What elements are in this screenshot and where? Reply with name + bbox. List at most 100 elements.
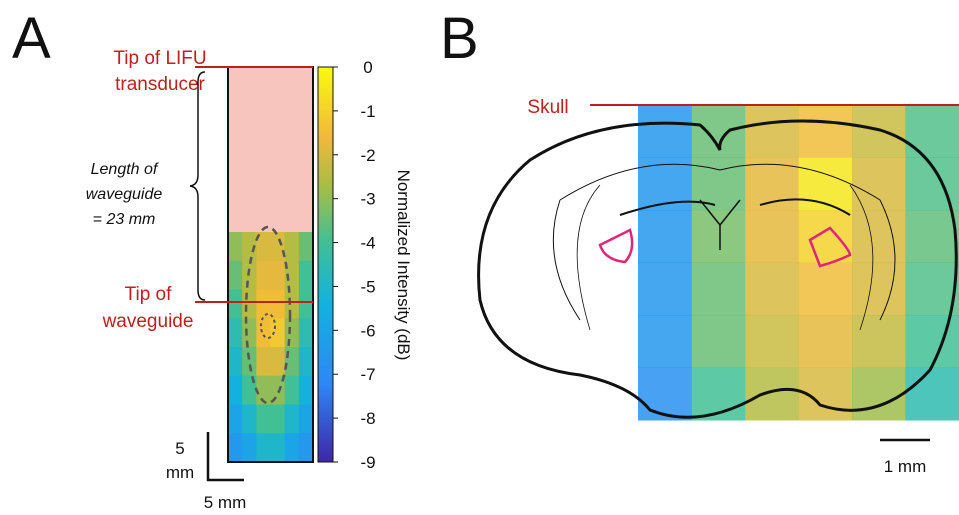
heat-cell: [228, 289, 243, 319]
heat-cell: [638, 367, 692, 421]
heat-cell: [242, 347, 257, 377]
heat-cell: [256, 318, 271, 348]
heat-cell: [798, 157, 853, 211]
heat-cell: [905, 315, 959, 368]
tick-label: 0: [363, 58, 372, 77]
heat-cell: [745, 367, 799, 421]
tick-label: -7: [360, 365, 375, 384]
panel-letter: B: [440, 6, 479, 71]
heat-cell: [256, 404, 271, 434]
heat-cell: [270, 232, 286, 262]
label: mm: [166, 463, 194, 482]
label: 5: [175, 439, 184, 458]
heat-cell: [270, 404, 286, 434]
heat-cell: [798, 315, 853, 368]
heat-cell: [228, 260, 243, 290]
heat-cell: [284, 260, 300, 290]
colorbar: [317, 66, 334, 463]
heat-cell: [256, 289, 271, 319]
label: waveguide: [86, 186, 163, 203]
heat-cell: [284, 375, 300, 405]
panel-a: [228, 232, 314, 463]
heat-cell: [852, 262, 906, 316]
heat-cell: [691, 262, 746, 316]
heat-cell: [242, 232, 257, 262]
heat-cell: [228, 318, 243, 348]
heat-cell: [798, 262, 853, 316]
heat-cell: [256, 433, 271, 463]
heat-cell: [298, 347, 314, 377]
tick-label: -5: [360, 277, 375, 296]
brain-outline: [477, 119, 958, 419]
scale-bar: [206, 432, 244, 482]
tick-label: -3: [360, 190, 375, 209]
heat-cell: [270, 289, 286, 319]
tick-label: -6: [360, 321, 375, 340]
heat-cell: [638, 105, 692, 158]
label: Length of: [91, 161, 159, 178]
heat-cell: [256, 375, 271, 405]
heat-cell: [298, 375, 314, 405]
heat-cell: [242, 318, 257, 348]
heat-cell: [284, 232, 300, 262]
heat-cell: [298, 318, 314, 348]
heat-cell: [228, 404, 243, 434]
heat-cell: [284, 318, 300, 348]
heat-cell: [745, 210, 799, 263]
heat-cell: [852, 210, 906, 263]
tick-label: -1: [360, 102, 375, 121]
panel-b: [638, 105, 959, 421]
heat-cell: [691, 315, 746, 368]
heat-cell: [638, 315, 692, 368]
heat-cell: [270, 347, 286, 377]
heat-cell: [228, 347, 243, 377]
heat-cell: [256, 260, 271, 290]
heat-cell: [242, 375, 257, 405]
colorbar-label: Normalized Intensity (dB): [394, 170, 413, 361]
heat-cell: [228, 433, 243, 463]
heat-cell: [691, 210, 746, 263]
heat-cell: [256, 232, 271, 262]
heat-cell: [242, 404, 257, 434]
heat-cell: [852, 105, 906, 158]
heat-cell: [284, 289, 300, 319]
heat-cell: [298, 260, 314, 290]
heat-cell: [298, 433, 314, 463]
brace: [189, 71, 206, 301]
label: waveguide: [102, 311, 194, 332]
heat-cell: [298, 289, 314, 319]
heat-cell: [256, 347, 271, 377]
heat-cell: [270, 260, 286, 290]
heat-cell: [638, 210, 692, 263]
target-region: [598, 228, 634, 264]
heat-cell: [638, 262, 692, 316]
label: 5 mm: [204, 493, 247, 512]
heat-cell: [905, 105, 959, 158]
heat-cell: [242, 433, 257, 463]
heat-cell: [284, 433, 300, 463]
tick-label: -9: [360, 453, 375, 472]
heat-cell: [298, 404, 314, 434]
heat-cell: [745, 262, 799, 316]
heat-cell: [242, 289, 257, 319]
heat-cell: [798, 105, 853, 158]
heat-cell: [905, 210, 959, 263]
panel-letter: A: [12, 6, 51, 71]
label: = 23 mm: [93, 211, 156, 228]
heat-cell: [745, 105, 799, 158]
tick-label: -4: [360, 234, 375, 253]
label: Tip of LIFU: [113, 48, 206, 69]
tick-label: -2: [360, 146, 375, 165]
tick-label: -8: [360, 409, 375, 428]
heat-cell: [905, 262, 959, 316]
heat-cell: [284, 404, 300, 434]
heat-cell: [852, 367, 906, 421]
heat-cell: [270, 433, 286, 463]
heat-cell: [852, 315, 906, 368]
label: 1 mm: [884, 457, 927, 476]
focus-contour: [244, 225, 292, 405]
heat-cell: [852, 157, 906, 211]
heat-cell: [228, 232, 243, 262]
heat-cell: [745, 315, 799, 368]
